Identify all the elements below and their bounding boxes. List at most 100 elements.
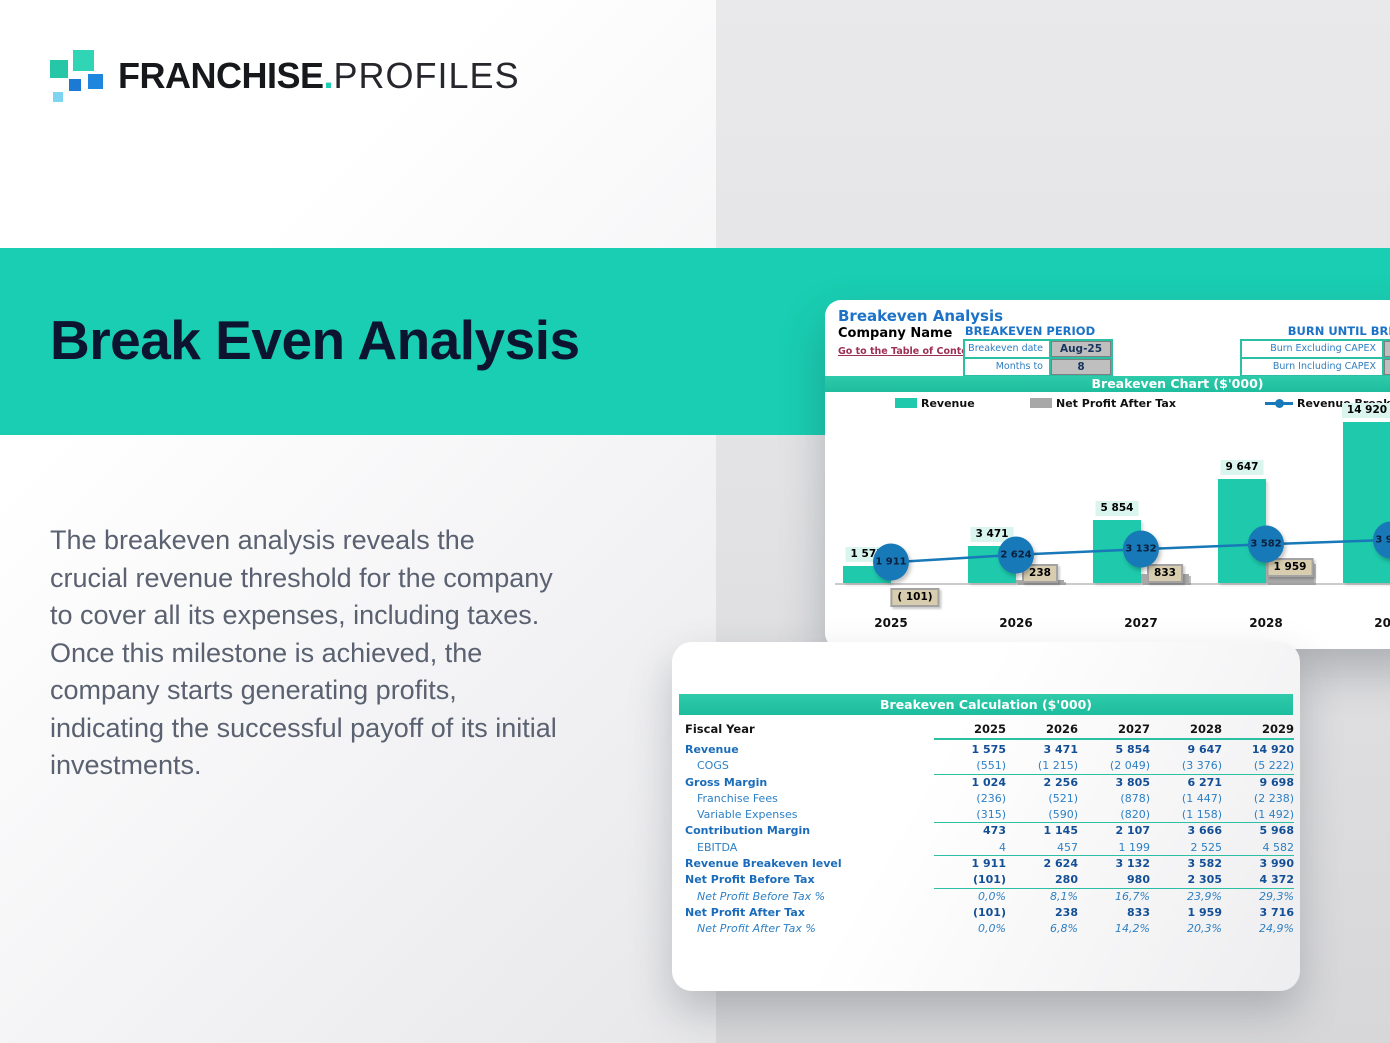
legend-line-marker [1265,398,1293,408]
calc-cell: (1 492) [1253,808,1294,822]
calc-cell: 9 698 [1259,775,1294,789]
calc-row-values: 1 024 2 256 3 805 6 271 9 698 [934,775,1294,791]
calc-cell: (2 238) [1253,791,1294,805]
burn-value [1384,341,1390,357]
logo-square-blue-right [88,74,103,89]
calc-cell: 2 256 [1043,775,1078,789]
calc-row-values: 4 457 1 199 2 525 4 582 [934,840,1295,857]
calc-cell: 457 [1057,840,1078,854]
background-left [0,0,716,1043]
legend-swatch [1030,398,1052,408]
calc-cell: 1 959 [1187,905,1222,919]
calc-cell: (1 158) [1181,808,1222,822]
breakeven-level-point: 3 582 [1248,525,1284,563]
breakeven-sheet-card: Breakeven Analysis Company Name Go to th… [825,300,1390,649]
calc-cell: 3 716 [1259,905,1294,919]
breakeven-period-value: Aug-25 [1051,341,1111,357]
fiscal-year-label: Fiscal Year [685,722,755,736]
calc-cell: 1 199 [1118,840,1151,854]
calc-row-values: (101) 238 833 1 959 3 716 [934,905,1294,921]
table-of-contents-link[interactable]: Go to the Table of Contents [838,346,985,357]
calc-row-values: 473 1 145 2 107 3 666 5 968 [934,823,1294,839]
calc-cell: (101) [972,905,1006,919]
calc-row: Revenue 1 575 3 471 5 854 9 647 14 920 [685,742,1294,758]
calc-row-label: Gross Margin [685,775,768,789]
breakeven-level-point: 3 132 [1123,530,1159,568]
calc-row-values: (315) (590) (820) (1 158) (1 492) [934,807,1294,824]
breakeven-period-value: 8 [1051,359,1111,375]
revenue-value-label: 9 647 [1220,460,1264,475]
calc-cell: (878) [1120,791,1150,805]
calc-cell: 1 024 [971,775,1006,789]
company-name: Company Name [838,326,953,341]
calc-row-label: Franchise Fees [697,791,778,805]
logo-text-franchise: FRANCHISE [118,55,324,96]
fiscal-year-values: 2025 2026 2027 2028 2029 [934,721,1294,740]
logo-square-blue-small [69,79,81,91]
net-profit-value-label: ( 101) [890,588,940,607]
calc-row-label: Variable Expenses [697,808,798,822]
x-axis-line [835,583,1390,585]
breakeven-chart: 202520262027202820291 575( 101)3 4712385… [825,300,1390,649]
logo-text: FRANCHISE.PROFILES [118,54,520,98]
burn-label: Burn Excluding CAPEX [1242,341,1384,357]
calc-cell: 0,0% [978,922,1006,936]
calc-cell: 6,8% [1050,922,1078,936]
calc-row-label: Revenue Breakeven level [685,857,842,871]
calc-cell: (2 049) [1109,759,1150,773]
fiscal-year-cell: 2025 [973,722,1006,736]
calc-cell: 833 [1127,905,1150,919]
fiscal-year-cell: 2026 [1045,722,1078,736]
breakeven-calculation-card: Breakeven Calculation ($'000) Fiscal Yea… [672,642,1300,991]
calc-cell: 16,7% [1115,889,1150,903]
calc-cell: 24,9% [1259,922,1294,936]
calc-cell: 9 647 [1187,743,1222,756]
burn-until-breakeven-table: Burn Excluding CAPEX Burn Including CAPEX [1240,339,1390,377]
x-axis-label: 2026 [999,616,1033,630]
calc-cell: 238 [1055,905,1078,919]
calc-row-values: 1 911 2 624 3 132 3 582 3 990 [934,856,1294,872]
sheet-title: Breakeven Analysis [838,307,1004,325]
calc-cell: 2 525 [1190,840,1223,854]
legend-item: Revenue [895,394,975,412]
calc-cell: (551) [976,759,1006,773]
calc-row-values: (236) (521) (878) (1 447) (2 238) [934,791,1294,807]
x-axis-label: 2028 [1249,616,1283,630]
calc-row-label: Net Profit After Tax % [697,922,816,936]
calc-cell: (1 215) [1037,759,1078,773]
calc-row: Variable Expenses (315) (590) (820) (1 158)(… [685,807,1294,824]
x-axis-label: 2029 [1374,616,1390,630]
calc-row: Contribution Margin 473 1 145 2 107 3 666 5 9… [685,823,1294,839]
legend-line-dot [1275,398,1284,408]
calc-cell: (590) [1048,808,1078,822]
calc-cell: 6 271 [1187,775,1222,789]
fiscal-year-row: Fiscal Year 2025 2026 2027 2028 2029 [685,721,1294,740]
calc-row-values: (551) (1 215) (2 049) (3 376) (5 222) [934,758,1294,775]
breakeven-period-header: BREAKEVEN PERIOD [964,324,1096,338]
calc-cell: 1 911 [971,857,1006,871]
breakeven-period-row: Breakeven date Aug-25 [965,341,1111,357]
calc-cell: (236) [976,791,1006,805]
calc-row-label: COGS [697,759,729,773]
fiscal-year-cell: 2027 [1117,722,1150,736]
breakeven-level-point: 3 990 [1373,521,1390,559]
calc-row: EBITDA 4 457 1 199 2 525 4 582 [685,840,1295,857]
calc-row-values: 0,0% 8,1% 16,7% 23,9% 29,3% [934,889,1294,905]
calc-cell: (521) [1048,791,1078,805]
calc-cell: 1 145 [1043,824,1078,838]
calc-table: Fiscal Year 2025 2026 2027 2028 2029 Revenue… [685,721,1294,938]
calc-row-label: EBITDA [697,840,738,854]
calc-row-label: Net Profit Before Tax [685,873,815,887]
calc-cell: (315) [976,808,1006,822]
burn-value [1384,359,1390,375]
revenue-value-label: 3 471 [970,527,1014,542]
calc-cell: 4 582 [1262,840,1295,854]
logo-square-lightblue [53,92,63,102]
calc-cell: 3 471 [1043,743,1078,756]
intro-paragraph: The breakeven analysis reveals the cruci… [50,525,557,780]
calc-cell: (101) [972,873,1006,887]
revenue-value-label: 5 854 [1095,501,1139,516]
calc-title-bar: Breakeven Calculation ($'000) [679,694,1293,715]
net-profit-value-label: 833 [1147,564,1183,583]
calc-cell: (820) [1120,808,1150,822]
